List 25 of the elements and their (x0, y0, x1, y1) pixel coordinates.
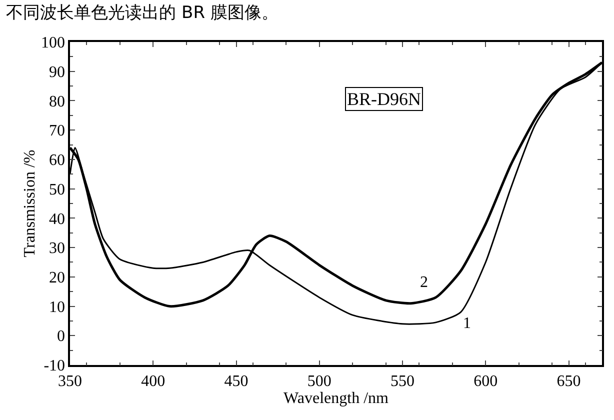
y-tick-label: 10 (49, 298, 66, 316)
chart-title: 不同波长单色光读出的 BR 膜图像。 (6, 3, 278, 24)
y-tick-label: 20 (49, 270, 66, 287)
x-tick-label: 500 (307, 372, 332, 390)
x-tick-label: 450 (224, 372, 248, 390)
y-tick-label: 30 (49, 240, 66, 258)
x-tick-label: 650 (556, 372, 581, 390)
y-axis-title: Transmission /% (21, 150, 38, 258)
y-tick-label: 70 (49, 122, 66, 140)
y-tick-label: 60 (49, 152, 66, 170)
x-axis-title: Wavelength /nm (284, 390, 390, 407)
y-tick-label: 90 (49, 64, 66, 81)
x-tick-label: 400 (141, 372, 166, 390)
x-tick-label: 350 (58, 372, 82, 390)
y-tick-label: 50 (49, 181, 66, 198)
y-tick-label: 80 (49, 93, 66, 110)
annotation: 2 (420, 274, 428, 291)
y-tick-label: 0 (57, 328, 66, 346)
y-tick-label: 100 (41, 34, 66, 52)
y-tick-label: -10 (44, 358, 66, 375)
x-tick-label: 550 (390, 372, 414, 390)
annotation: 1 (463, 315, 471, 332)
annotation: BR-D96N (347, 89, 422, 109)
x-tick-label: 600 (474, 372, 498, 390)
y-tick-label: 40 (49, 210, 66, 228)
